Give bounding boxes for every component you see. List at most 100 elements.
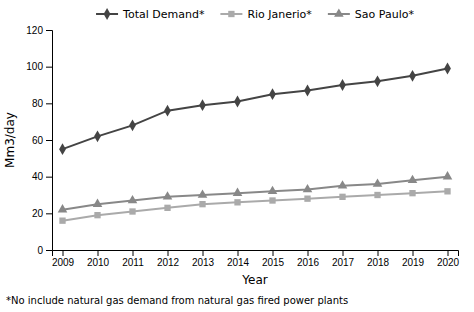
tick: 2010	[87, 250, 110, 268]
tick: 120	[26, 25, 52, 36]
legend-marker	[228, 11, 234, 17]
marks	[58, 63, 453, 224]
tick-label: 2016	[297, 257, 320, 268]
legend-item: Rio Janerio*	[220, 8, 312, 21]
point	[338, 180, 348, 188]
legend-item: Total Demand*	[96, 8, 205, 21]
point	[409, 70, 416, 82]
legend-marker	[334, 8, 344, 16]
point	[374, 75, 381, 87]
series-line	[63, 69, 448, 150]
point	[374, 192, 380, 198]
point	[93, 199, 103, 207]
point	[94, 130, 101, 142]
point	[94, 212, 100, 218]
tick-mark	[133, 250, 134, 256]
tick: 2009	[52, 250, 75, 268]
tick-mark	[168, 250, 169, 256]
point	[444, 63, 451, 75]
legend-item: Sao Paulo*	[328, 8, 415, 21]
point	[199, 99, 206, 111]
tick: 2012	[157, 250, 180, 268]
tick-label: 2011	[122, 257, 144, 268]
point	[129, 208, 135, 214]
point	[444, 188, 450, 194]
tick-mark	[203, 250, 204, 256]
point	[163, 191, 173, 199]
point	[199, 201, 205, 207]
footnote: *No include natural gas demand from natu…	[6, 295, 348, 306]
tick: 100	[26, 61, 52, 72]
point	[373, 178, 383, 186]
point	[198, 189, 208, 197]
tick-label: 2020	[437, 257, 460, 268]
tick: 2017	[332, 250, 355, 268]
tick: 40	[32, 171, 52, 182]
axis-line	[46, 31, 53, 251]
point	[164, 105, 171, 117]
series-line	[63, 191, 448, 220]
tick-label: 2017	[332, 257, 355, 268]
y-axis: 0 20 40 60 80 100 120	[26, 25, 52, 256]
tick-mark	[343, 250, 344, 256]
tick-mark	[98, 250, 99, 256]
tick-mark	[46, 213, 52, 214]
tick-label: 2015	[262, 257, 285, 268]
point	[268, 186, 278, 194]
chart-svg: 2009 2010 2011 2012 2013 2014 2015 2016 2017 2018…	[0, 0, 474, 312]
point	[59, 218, 65, 224]
tick-mark	[46, 30, 52, 31]
tick-label: 40	[32, 171, 44, 182]
tick-mark	[238, 250, 239, 256]
point	[59, 143, 66, 155]
axis-line	[53, 251, 459, 257]
legend-label: Total Demand*	[122, 8, 205, 21]
tick: 2011	[122, 250, 144, 268]
tick: 0	[37, 245, 52, 256]
tick-mark	[46, 140, 52, 141]
tick-label: 0	[37, 245, 43, 256]
point	[409, 190, 415, 196]
tick-mark	[378, 250, 379, 256]
tick: 60	[32, 135, 52, 146]
tick-label: 2014	[227, 257, 250, 268]
point	[443, 171, 453, 179]
point	[408, 175, 418, 183]
point	[304, 85, 311, 97]
tick-label: 2012	[157, 257, 180, 268]
tick-label: 20	[32, 208, 44, 219]
point	[234, 96, 241, 108]
tick-mark	[308, 250, 309, 256]
legend-marker	[104, 8, 111, 20]
point	[129, 119, 136, 131]
tick-mark	[63, 250, 64, 256]
point	[58, 204, 68, 212]
tick-label: 2009	[52, 257, 75, 268]
tick-label: 120	[26, 25, 43, 36]
tick-mark	[413, 250, 414, 256]
point	[269, 88, 276, 100]
x-axis: 2009 2010 2011 2012 2013 2014 2015 2016 2017 2018…	[52, 250, 460, 268]
point	[234, 199, 240, 205]
tick-mark	[46, 250, 52, 251]
point	[339, 194, 345, 200]
tick-mark	[448, 250, 449, 256]
plot: 2009 2010 2011 2012 2013 2014 2015 2016 2017 2018…	[26, 25, 459, 268]
tick-label: 60	[32, 135, 44, 146]
tick-label: 2013	[192, 257, 215, 268]
y-axis-title: Mm3/day	[3, 112, 17, 168]
tick-mark	[46, 103, 52, 104]
series-line	[63, 177, 448, 210]
chart-container: 2009 2010 2011 2012 2013 2014 2015 2016 2017 2018…	[0, 0, 474, 312]
legend-label: Sao Paulo*	[355, 8, 415, 21]
tick-label: 2010	[87, 257, 110, 268]
point	[269, 197, 275, 203]
tick-label: 2019	[402, 257, 425, 268]
tick: 80	[32, 98, 52, 109]
tick: 2013	[192, 250, 215, 268]
tick-mark	[273, 250, 274, 256]
point	[164, 205, 170, 211]
tick-label: 2018	[367, 257, 390, 268]
point	[303, 184, 313, 192]
tick-label: 80	[32, 98, 44, 109]
